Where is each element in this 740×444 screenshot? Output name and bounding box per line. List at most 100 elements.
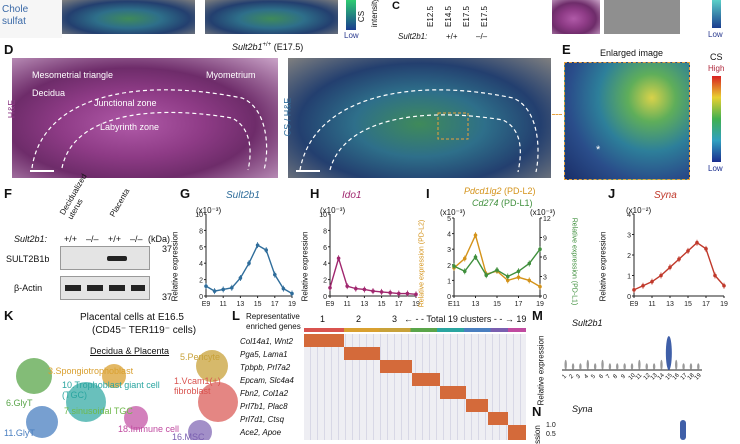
f-geno-3: +/+ xyxy=(108,234,122,244)
y-tick-label: 10 xyxy=(195,212,203,219)
l-cluster-color-bar xyxy=(304,328,526,332)
data-point xyxy=(473,233,478,237)
l-gene-8: Ace2, Apoe xyxy=(240,428,282,437)
series-line-PD-L2 xyxy=(453,233,541,288)
cs-zone-outlines xyxy=(299,89,539,173)
top-tissue-image-1 xyxy=(62,0,195,34)
f-band-actin xyxy=(65,285,145,291)
f-mw-2: 37 xyxy=(162,292,173,302)
x-tick-label: 15 xyxy=(254,301,262,308)
data-point xyxy=(505,278,510,283)
he-zone-outlines xyxy=(31,89,268,171)
enlarged-image xyxy=(564,62,690,180)
l-heat-block-3 xyxy=(380,360,412,373)
cs-scale-bar xyxy=(296,170,320,172)
i-ylabel-left: Relative expression (PD-L2) xyxy=(418,219,426,308)
data-point xyxy=(281,286,286,291)
e-high-label: High xyxy=(708,64,725,73)
x-tick-label: 13 xyxy=(666,301,674,308)
y-tick-label: 2 xyxy=(447,263,451,270)
y-tick-label: 6 xyxy=(323,245,327,252)
data-point xyxy=(516,275,521,280)
y2-tick-label: 9 xyxy=(543,236,547,243)
y-tick-label: 5 xyxy=(447,216,451,223)
data-point xyxy=(538,247,542,251)
cs-he-section-image xyxy=(288,58,551,178)
top-cs-label: CS xyxy=(357,10,367,23)
panel-m-letter: M xyxy=(532,308,543,323)
data-point xyxy=(255,243,260,247)
l-cluster-2: 2 xyxy=(356,314,362,324)
top-stage-4: E17.5 xyxy=(479,6,489,27)
series-line-Syna xyxy=(633,241,725,291)
i-title1-gene: Pdcd1lg2 xyxy=(464,186,502,196)
x-tick-label: 11 xyxy=(344,301,351,308)
panel-d-sup: +/+ xyxy=(262,42,272,48)
data-point xyxy=(527,278,532,283)
data-point xyxy=(379,290,384,294)
umap-plot xyxy=(16,350,238,440)
data-point xyxy=(641,283,645,288)
umap-cluster-1 xyxy=(198,382,238,422)
data-point xyxy=(505,274,510,279)
top-left-label: Chole sulfat xyxy=(0,0,62,38)
y-tick-label: 2 xyxy=(323,278,327,285)
m-cluster-id: 19 xyxy=(694,372,704,382)
m-cluster-id: 9 xyxy=(619,373,627,381)
i-unit-right: (x10⁻³) xyxy=(530,208,556,217)
data-point xyxy=(405,291,410,296)
x-tick-label: 15 xyxy=(684,301,692,308)
f-kda-label: (kDa) xyxy=(148,234,170,244)
umap-cluster-5 xyxy=(196,350,228,382)
n-title: Syna xyxy=(572,404,593,414)
m-cluster-id: 2 xyxy=(568,373,576,381)
panel-k-letter: K xyxy=(4,308,14,323)
l-gene-3: Tpbpb, Prl7a2 xyxy=(240,363,291,372)
y-tick-label: 8 xyxy=(323,228,327,235)
violin-19 xyxy=(697,363,700,370)
x-tick-label: 13 xyxy=(361,301,369,308)
violin-2 xyxy=(571,363,575,370)
top-right-image-1 xyxy=(552,0,600,34)
data-point xyxy=(722,283,726,288)
panel-e-title: Enlarged image xyxy=(600,48,664,58)
x-tick-label: 19 xyxy=(720,301,728,308)
l-heat-block-5 xyxy=(440,386,466,399)
m-violin-plot xyxy=(562,336,702,371)
data-point xyxy=(452,264,456,268)
e-low-label: Low xyxy=(708,164,723,173)
data-point xyxy=(686,249,690,253)
x-tick-label: 19 xyxy=(536,301,544,308)
y-tick-label: 2 xyxy=(199,278,203,285)
umap-cluster-6 xyxy=(16,358,52,394)
k-label-glyt11: 11.GlyT xyxy=(4,428,35,438)
k-label-tgc: 10.Trophoblast giant cell (TGC) xyxy=(62,380,160,400)
h-unit: (x10⁻³) xyxy=(320,206,346,215)
x-tick-label: 17 xyxy=(395,301,403,308)
m-cluster-id: 7 xyxy=(605,373,612,381)
violin-17 xyxy=(682,363,685,370)
y-tick-label: 0 xyxy=(627,294,631,301)
x-tick-label: 13 xyxy=(472,301,480,308)
l-header-1: Representative xyxy=(246,312,300,321)
x-tick-label: 17 xyxy=(702,301,710,308)
k-label-sinusoidal: 7.sinusoidal TGC xyxy=(64,406,133,416)
f-blot-2 xyxy=(60,276,150,300)
data-point xyxy=(388,290,392,295)
k-title-1: Placental cells at E16.5 xyxy=(80,312,184,323)
cs-he-side-label: CS / H&E xyxy=(282,97,293,137)
junctional-label: Junctional zone xyxy=(94,98,157,108)
n-tick-2: 0.5 xyxy=(546,431,556,438)
violin-8 xyxy=(616,363,619,370)
n-tick-1: 1.0 xyxy=(546,422,556,429)
violin-11 xyxy=(638,359,641,370)
y-tick-label: 3 xyxy=(447,247,451,254)
top-stage-3: E17.5 xyxy=(461,6,471,27)
h-title: Ido1 xyxy=(342,190,362,201)
y-tick-label: 1 xyxy=(627,274,631,281)
i-title1-suffix: (PD-L2) xyxy=(504,186,536,196)
data-point xyxy=(264,248,268,252)
data-point xyxy=(414,292,418,297)
h-ylabel: Relative expression xyxy=(300,231,310,302)
he-side-label: H&E xyxy=(6,99,17,119)
